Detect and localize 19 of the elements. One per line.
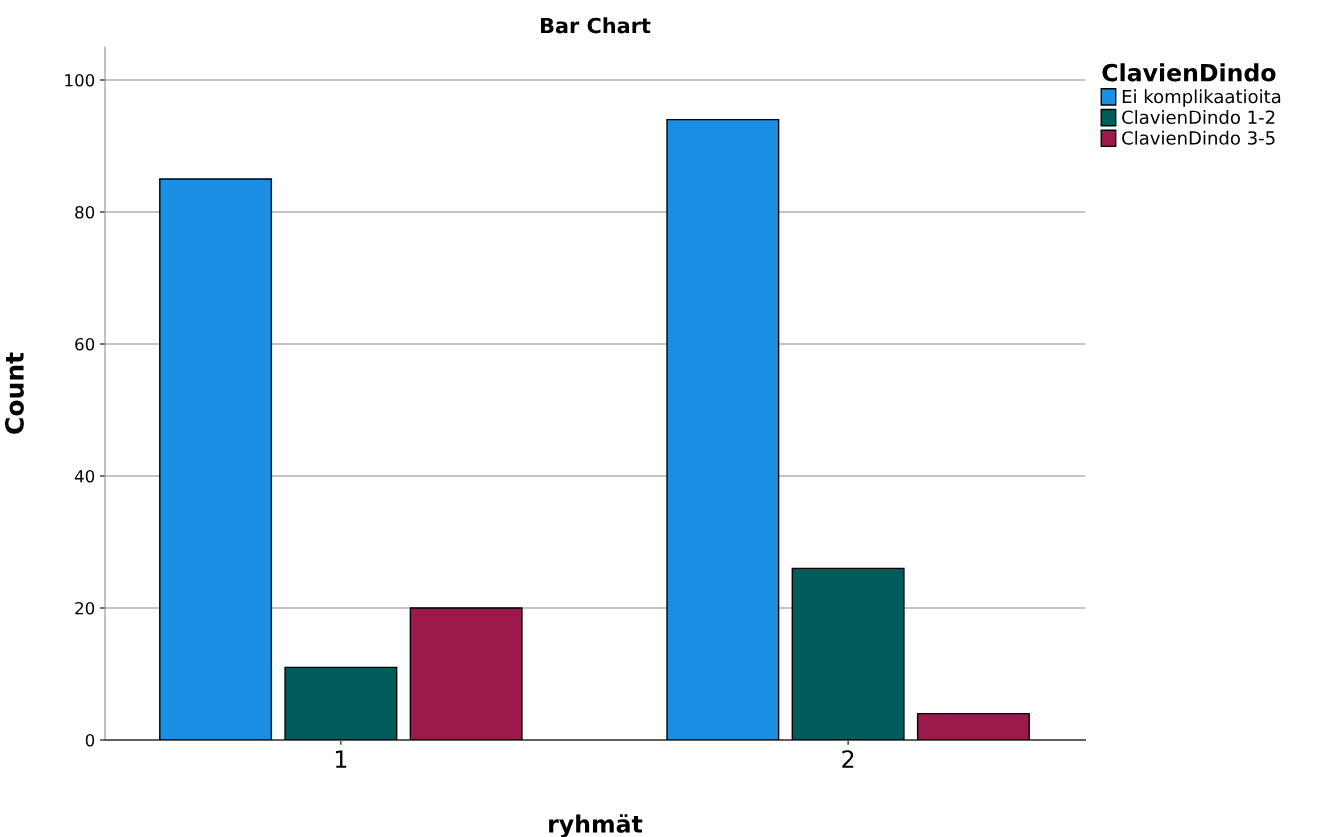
- bar: [159, 178, 273, 740]
- y-tick-label: 60: [75, 337, 95, 351]
- legend-title: ClavienDindo: [1102, 63, 1276, 82]
- y-tick-label: 40: [74, 469, 95, 483]
- bar: [666, 118, 780, 740]
- x-tick-label: 1: [335, 750, 347, 768]
- x-tick-label: 2: [842, 750, 854, 768]
- legend-label: Ei komplikaatioita: [1122, 89, 1281, 107]
- y-tick-label: 0: [85, 733, 95, 747]
- legend-label: ClavienDindo 1-2: [1122, 110, 1275, 125]
- bar: [916, 712, 1030, 740]
- x-axis-title: ryhmät: [549, 814, 643, 837]
- legend-label: ClavienDindo 3-5: [1122, 130, 1275, 145]
- y-axis-title: Count: [4, 352, 24, 434]
- y-tick-label: 20: [75, 601, 95, 615]
- chart-title: Bar Chart: [540, 17, 651, 34]
- y-tick-label: 100: [65, 73, 95, 87]
- y-tick-label: 80: [75, 205, 95, 219]
- bar: [409, 607, 523, 740]
